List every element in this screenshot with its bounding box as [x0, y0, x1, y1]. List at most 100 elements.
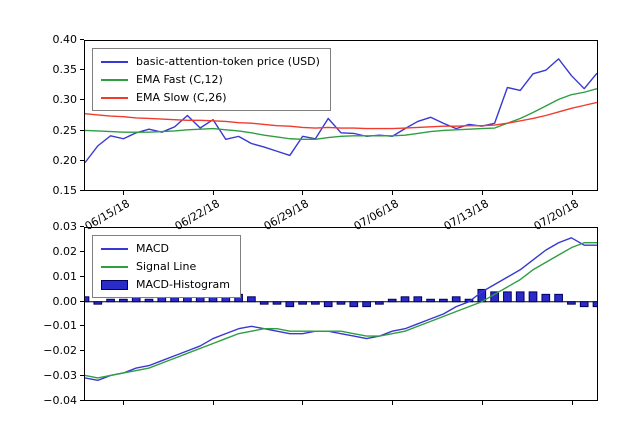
macd-histogram-bar: [349, 301, 359, 308]
legend-entry-histogram: MACD-Histogram: [101, 278, 230, 291]
macd-histogram-bar: [298, 301, 307, 305]
macd-histogram-bar: [554, 293, 563, 303]
y-tick-label: 0.01: [52, 270, 78, 283]
x-tick: [302, 191, 303, 195]
y-tick-label: −0.04: [43, 394, 77, 407]
macd-histogram-bar: [247, 296, 256, 303]
y-tick: [80, 301, 84, 302]
ema-fast-line-swatch: [101, 78, 128, 81]
ema-slow-c-26-line: [85, 101, 597, 130]
x-tick: [572, 401, 573, 405]
legend-entry-ema-fast: EMA Fast (C,12): [101, 73, 320, 86]
y-tick: [80, 99, 84, 100]
macd-line: [85, 237, 597, 382]
macd-histogram-bar: [375, 301, 384, 305]
x-tick: [302, 401, 303, 405]
price-legend: basic-attention-token price (USD) EMA Fa…: [92, 48, 331, 111]
ema-fast-legend-label: EMA Fast (C,12): [136, 73, 223, 86]
signal-legend-label: Signal Line: [136, 260, 197, 273]
y-tick: [80, 276, 84, 277]
x-tick: [123, 401, 124, 405]
macd-histogram-bar: [528, 291, 538, 303]
y-tick: [80, 226, 84, 227]
x-tick: [213, 191, 214, 195]
y-tick: [80, 350, 84, 351]
y-tick-label: −0.03: [43, 369, 77, 382]
macd-histogram-swatch: [101, 279, 128, 290]
macd-histogram-bar: [272, 301, 282, 305]
macd-histogram-bar: [323, 301, 333, 308]
legend-entry-ema-slow: EMA Slow (C,26): [101, 91, 320, 104]
x-tick: [123, 191, 124, 195]
y-tick: [80, 39, 84, 40]
macd-histogram-bar: [503, 291, 512, 303]
macd-histogram-bar: [93, 301, 103, 305]
macd-histogram-bar: [451, 296, 461, 303]
y-tick-label: 0.35: [52, 63, 78, 76]
price-axes: basic-attention-token price (USD) EMA Fa…: [84, 40, 598, 191]
ema-slow-legend-label: EMA Slow (C,26): [136, 91, 227, 104]
y-tick: [80, 375, 84, 376]
y-tick-label: −0.02: [43, 344, 77, 357]
macd-histogram-bar: [579, 301, 589, 308]
y-tick: [80, 251, 84, 252]
x-tick: [572, 191, 573, 195]
macd-histogram-bar: [362, 301, 371, 308]
y-tick-label: 0.25: [52, 124, 78, 137]
y-tick: [80, 400, 84, 401]
macd-histogram-bar: [400, 296, 410, 303]
x-tick: [392, 401, 393, 405]
macd-histogram-bar: [285, 301, 295, 308]
macd-histogram-bar: [144, 298, 154, 303]
y-tick-label: 0.20: [52, 154, 78, 167]
x-tick: [392, 191, 393, 195]
y-tick-label: 0.00: [52, 295, 78, 308]
macd-histogram-bar: [541, 293, 551, 303]
macd-plot-area: [85, 237, 597, 382]
signal-line-line: [85, 242, 597, 379]
x-tick: [482, 401, 483, 405]
macd-line-swatch: [101, 247, 128, 250]
macd-legend: MACD Signal Line MACD-Histogram: [92, 235, 242, 298]
price-line-swatch: [101, 60, 128, 63]
y-tick-label: 0.02: [52, 245, 78, 258]
ema-fast-c-12-line: [85, 88, 597, 141]
macd-axes: MACD Signal Line MACD-Histogram: [84, 227, 598, 401]
y-tick: [80, 325, 84, 326]
macd-histogram-bar: [85, 296, 90, 303]
y-tick: [80, 69, 84, 70]
macd-legend-label: MACD: [136, 242, 169, 255]
macd-histogram-bar: [119, 298, 128, 303]
legend-entry-price: basic-attention-token price (USD): [101, 55, 320, 68]
basic-attention-token-price-usd-line: [85, 58, 597, 164]
legend-entry-macd: MACD: [101, 242, 230, 255]
signal-line-swatch: [101, 265, 128, 268]
macd-histogram-bar: [592, 301, 597, 308]
macd-histogram-bar: [336, 301, 346, 305]
macd-histogram-bar: [426, 298, 435, 303]
y-tick-label: 0.15: [52, 184, 78, 197]
y-tick: [80, 190, 84, 191]
price-plot-area: [85, 58, 597, 164]
histogram-legend-label: MACD-Histogram: [136, 278, 231, 291]
y-tick-label: 0.30: [52, 93, 78, 106]
y-tick: [80, 130, 84, 131]
ema-slow-line-swatch: [101, 96, 128, 99]
macd-histogram-bar: [387, 298, 397, 303]
y-tick-label: −0.01: [43, 319, 77, 332]
x-tick: [482, 191, 483, 195]
legend-entry-signal: Signal Line: [101, 260, 230, 273]
macd-histogram-bar: [413, 296, 423, 303]
macd-histogram-bar: [106, 298, 115, 303]
macd-histogram-bar: [515, 291, 525, 303]
macd-histogram-bar: [567, 301, 576, 305]
price-legend-label: basic-attention-token price (USD): [136, 55, 320, 68]
macd-histogram-bar: [439, 298, 448, 303]
y-tick: [80, 160, 84, 161]
y-tick-label: 0.03: [52, 220, 78, 233]
x-tick: [213, 401, 214, 405]
y-tick-label: 0.40: [52, 33, 78, 46]
macd-histogram-bar: [311, 301, 320, 305]
macd-histogram-bar: [259, 301, 269, 305]
